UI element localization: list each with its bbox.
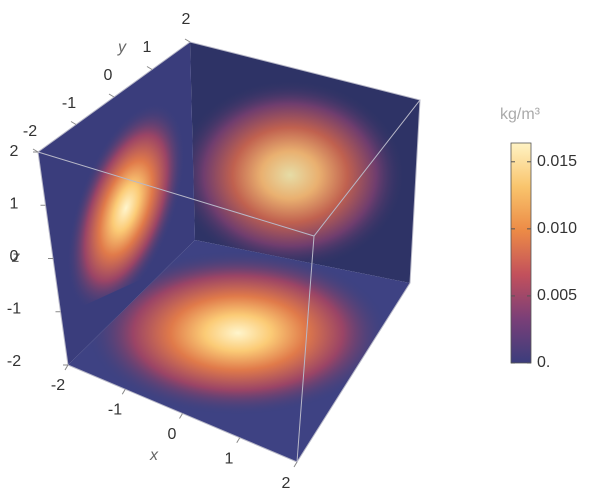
colorbar-label: kg/m³ [500,106,541,123]
x-axis-label: x [149,447,159,464]
colorbar-tick-label: 0.015 [537,153,577,170]
x-tick-label: 0 [168,426,177,443]
x-tick-label: -1 [108,402,122,419]
colorbar [510,142,532,364]
x-tick-label: -2 [51,377,65,394]
y-axis-label: y [117,39,127,56]
left-face [38,42,195,365]
y-tick-label: 0 [104,67,113,84]
tick-mark [293,461,298,468]
floor-face [68,240,410,462]
x-tick-label: 1 [225,451,234,468]
y-tick-label: -2 [23,123,37,140]
z-tick-label: -2 [7,353,21,370]
tick-mark [64,364,69,371]
colorbar-tick-label: 0.010 [537,220,577,237]
y-tick-label: 1 [143,39,152,56]
z-tick-label: 1 [10,196,19,213]
tick-mark [184,38,191,43]
z-axis-label: z [11,249,20,266]
colorbar-tick-label: 0.005 [537,287,577,304]
y-tick-label: 2 [182,11,191,28]
back-face [190,42,420,283]
tick-mark [108,93,115,98]
colorbar-tick-label: 0. [537,354,550,371]
z-tick-label: -1 [7,301,21,318]
x-tick-label: 2 [282,475,291,492]
z-tick-label: 2 [10,143,19,160]
tick-mark [121,388,126,395]
tick-mark [179,413,183,419]
tick-mark [236,437,241,444]
z-tick-label: 0 [10,248,19,265]
y-tick-label: -1 [62,95,76,112]
tick-mark [146,66,153,70]
tick-mark [70,121,77,125]
